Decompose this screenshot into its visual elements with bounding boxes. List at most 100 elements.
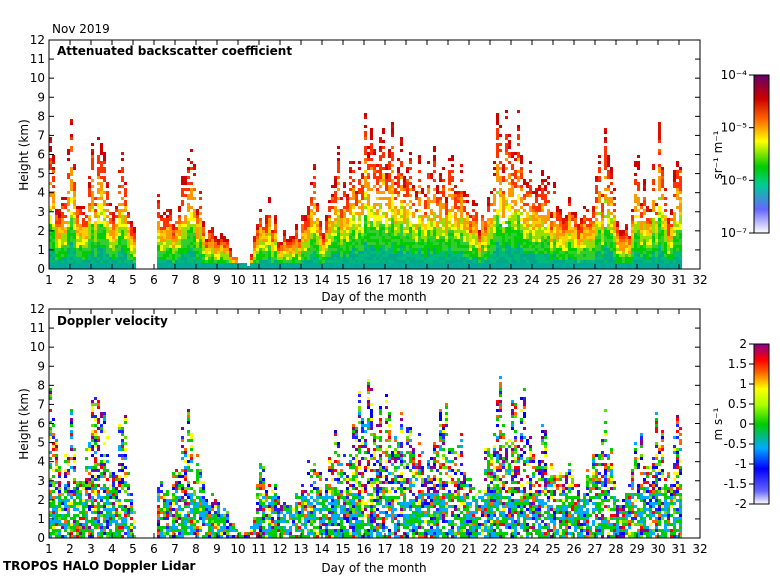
backscatter-cell [103,263,106,266]
backscatter-cell [559,263,562,266]
backscatter-cell [580,224,583,227]
backscatter-cell [583,242,586,245]
velocity-cell [49,502,52,505]
backscatter-cell [304,230,307,233]
backscatter-cell [217,239,220,242]
backscatter-cell [319,263,322,266]
backscatter-cell [433,266,436,269]
backscatter-cell [487,254,490,257]
velocity-cell [91,409,94,412]
backscatter-cell [658,137,661,140]
backscatter-cell [559,257,562,260]
backscatter-cell [382,179,385,182]
backscatter-cell [511,218,514,221]
backscatter-cell [106,248,109,251]
backscatter-cell [265,230,268,233]
backscatter-cell [568,239,571,242]
velocity-cell [64,496,67,499]
backscatter-cell [190,263,193,266]
velocity-cell [67,472,70,475]
backscatter-cell [379,140,382,143]
backscatter-cell [94,260,97,263]
backscatter-cell [427,266,430,269]
backscatter-cell [658,164,661,167]
backscatter-cell [157,239,160,242]
backscatter-cell [637,227,640,230]
backscatter-cell [409,212,412,215]
backscatter-cell [187,263,190,266]
backscatter-cell [241,266,244,269]
backscatter-cell [415,266,418,269]
backscatter-cell [124,242,127,245]
backscatter-cell [124,194,127,197]
backscatter-cell [610,218,613,221]
backscatter-cell [406,236,409,239]
velocity-cell [103,496,106,499]
backscatter-cell [655,260,658,263]
backscatter-cell [436,236,439,239]
backscatter-cell [106,239,109,242]
backscatter-cell [679,224,682,227]
backscatter-cell [490,230,493,233]
backscatter-cell [376,176,379,179]
backscatter-cell [388,164,391,167]
backscatter-colorbar: 10⁻⁷10⁻⁶10⁻⁵10⁻⁴ sr⁻¹ m⁻¹ [711,68,770,240]
velocity-cell [97,502,100,505]
backscatter-cell [337,254,340,257]
velocity-cell [88,526,91,529]
backscatter-cell [187,251,190,254]
backscatter-cell [289,248,292,251]
backscatter-cell [334,185,337,188]
backscatter-cell [535,254,538,257]
backscatter-cell [187,224,190,227]
backscatter-cell [157,248,160,251]
backscatter-cell [418,227,421,230]
backscatter-cell [205,251,208,254]
backscatter-cell [253,251,256,254]
backscatter-cell [388,239,391,242]
velocity-cell [94,466,97,469]
backscatter-cell [172,245,175,248]
backscatter-cell [607,242,610,245]
backscatter-cell [337,248,340,251]
backscatter-cell [355,245,358,248]
backscatter-cell [166,251,169,254]
backscatter-cell [109,251,112,254]
backscatter-cell [508,227,511,230]
velocity-cell [64,454,67,457]
velocity-cell [103,421,106,424]
backscatter-cell [430,266,433,269]
backscatter-cell [352,245,355,248]
backscatter-cell [565,245,568,248]
backscatter-cell [316,230,319,233]
backscatter-cell [658,185,661,188]
backscatter-cell [634,164,637,167]
backscatter-cell [652,230,655,233]
backscatter-cell [445,224,448,227]
backscatter-cell [175,257,178,260]
backscatter-cell [448,158,451,161]
backscatter-cell [331,206,334,209]
backscatter-cell [394,182,397,185]
backscatter-cell [673,260,676,263]
backscatter-cell [565,257,568,260]
backscatter-cell [421,191,424,194]
backscatter-cell [91,263,94,266]
backscatter-cell [472,200,475,203]
backscatter-cell [166,245,169,248]
backscatter-cell [487,263,490,266]
velocity-cell [97,508,100,511]
backscatter-cell [403,200,406,203]
backscatter-cell [109,212,112,215]
backscatter-cell [220,233,223,236]
backscatter-cell [364,254,367,257]
backscatter-cell [514,245,517,248]
backscatter-cell [52,155,55,158]
backscatter-cell [394,263,397,266]
backscatter-cell [460,248,463,251]
backscatter-cell [604,167,607,170]
velocity-cell [73,535,76,538]
backscatter-cell [409,158,412,161]
backscatter-cell [91,224,94,227]
backscatter-cell [352,248,355,251]
